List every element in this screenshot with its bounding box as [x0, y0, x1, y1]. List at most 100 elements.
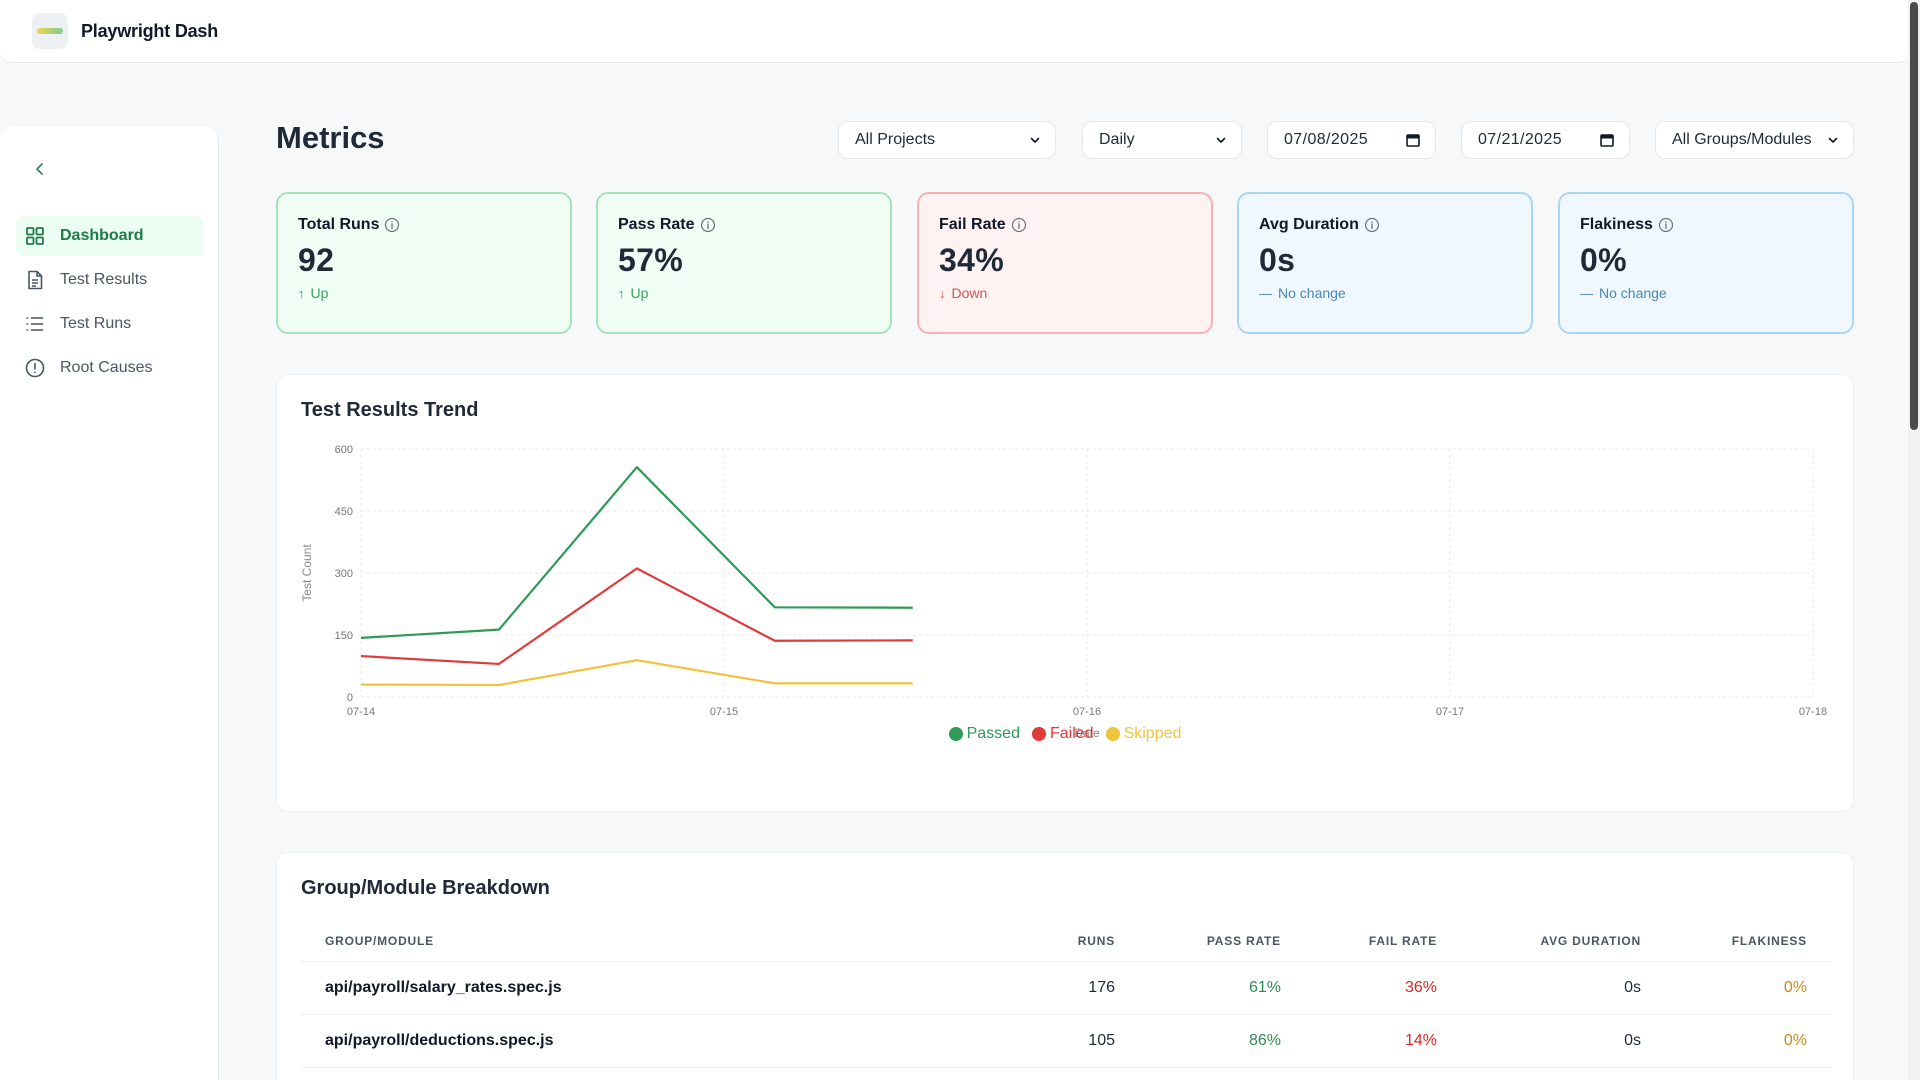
chevron-down-icon [1216, 137, 1226, 143]
collapse-sidebar-button[interactable] [31, 160, 49, 178]
sidebar-item-test-results[interactable]: Test Results [16, 260, 204, 300]
legend-dot [948, 727, 963, 741]
breakdown-panel: Group/Module Breakdown Group/Module Runs… [276, 852, 1854, 1080]
arrow-up-icon: ↑ [298, 285, 305, 301]
alert-circle-icon [24, 357, 46, 379]
info-icon[interactable] [384, 217, 400, 233]
stat-trend: No change [1599, 285, 1667, 301]
legend-dot [1031, 727, 1046, 741]
stat-trend: Down [951, 285, 988, 301]
series-line-skipped [360, 659, 913, 687]
duration-cell: 0s [1461, 1014, 1665, 1068]
y-tick-label: 450 [335, 506, 353, 518]
calendar-icon[interactable] [1599, 132, 1615, 148]
trend-panel: Test Results Trend 0 150 300 450 600 07-14 07-… [276, 374, 1854, 812]
info-icon[interactable] [1011, 217, 1027, 233]
group-select[interactable]: All Groups/Modules [1655, 121, 1854, 159]
date-to-input[interactable]: 07/21/2025 [1461, 121, 1630, 159]
sidebar-item-label: Root Causes [60, 359, 153, 376]
table-row[interactable]: api/payroll/salary_rates.spec.js 176 61%… [301, 961, 1831, 1015]
column-header[interactable]: Pass Rate [1139, 921, 1305, 962]
interval-select[interactable]: Daily [1082, 121, 1242, 159]
group-select-value: All Groups/Modules [1672, 131, 1812, 148]
interval-select-value: Daily [1099, 131, 1135, 148]
scrollbar-track[interactable] [1908, 0, 1920, 1080]
series-line-failed [360, 567, 913, 666]
top-bar: Playwright Dash [0, 0, 1908, 63]
stat-card-total-runs: Total Runs 92 ↑ Up [276, 192, 572, 334]
date-from-value: 07/08/2025 [1284, 131, 1369, 148]
flakiness-cell: 0% [1665, 961, 1831, 1015]
date-from-input[interactable]: 07/08/2025 [1267, 121, 1436, 159]
y-axis-title: Test Count [300, 544, 314, 602]
stat-value: 0s [1259, 242, 1296, 278]
y-tick-label: 150 [335, 630, 353, 642]
sidebar-item-dashboard[interactable]: Dashboard [16, 216, 204, 256]
sidebar-nav: Dashboard Test Results Test Runs Root Ca… [16, 216, 204, 392]
app-logo[interactable] [32, 13, 68, 49]
stat-label: Fail Rate [939, 216, 1006, 233]
x-axis-title: Date [1074, 726, 1100, 740]
column-header[interactable]: Fail Rate [1305, 921, 1461, 962]
breakdown-panel-title: Group/Module Breakdown [301, 877, 550, 899]
stat-card-avg-duration: Avg Duration 0s — No change [1237, 192, 1533, 334]
stat-value: 92 [298, 242, 335, 278]
trend-panel-title: Test Results Trend [301, 399, 479, 421]
chevron-down-icon [1828, 137, 1838, 143]
x-tick-label: 07-16 [1073, 706, 1101, 718]
legend-label: Passed [966, 725, 1020, 742]
column-header[interactable]: Group/Module [301, 921, 1009, 962]
group-name: api/payroll/salary_rates.spec.js [301, 961, 1009, 1015]
x-tick-label: 07-18 [1799, 706, 1827, 718]
column-header[interactable]: Flakiness [1665, 921, 1831, 962]
info-icon[interactable] [700, 217, 716, 233]
stat-label: Avg Duration [1259, 216, 1359, 233]
project-select-value: All Projects [855, 131, 936, 148]
x-tick-label: 07-17 [1436, 706, 1464, 718]
project-select[interactable]: All Projects [838, 121, 1056, 159]
column-header[interactable]: Runs [1009, 921, 1139, 962]
x-tick-label: 07-14 [347, 706, 375, 718]
duration-cell: 0s [1461, 961, 1665, 1015]
stat-trend: Up [310, 285, 329, 301]
table-row[interactable]: api/payroll/deductions.spec.js 105 86% 1… [301, 1014, 1831, 1068]
legend-item-passed[interactable]: Passed [948, 725, 1020, 743]
y-tick-label: 300 [335, 568, 353, 580]
sidebar-item-label: Test Results [60, 271, 148, 288]
column-header[interactable]: Avg Duration [1461, 921, 1665, 962]
legend-dot [1105, 727, 1120, 741]
sidebar: Dashboard Test Results Test Runs Root Ca… [0, 127, 219, 1080]
stat-card-flakiness: Flakiness 0% — No change [1558, 192, 1854, 334]
stat-trend: No change [1278, 285, 1346, 301]
y-tick-label: 600 [335, 444, 353, 456]
stat-value: 34% [939, 242, 1004, 278]
stat-label: Total Runs [298, 216, 380, 233]
stat-value: 57% [618, 242, 683, 278]
x-tick-label: 07-15 [710, 706, 738, 718]
info-icon[interactable] [1658, 217, 1674, 233]
calendar-icon[interactable] [1405, 132, 1421, 148]
fail-rate-cell: 14% [1305, 1014, 1461, 1068]
y-tick-label: 0 [347, 692, 353, 704]
page-title: Metrics [276, 120, 385, 155]
runs-cell: 105 [1009, 1014, 1139, 1068]
table-header-row: Group/Module Runs Pass Rate Fail Rate Av… [301, 921, 1831, 962]
info-icon[interactable] [1364, 217, 1380, 233]
runs-cell: 176 [1009, 961, 1139, 1015]
date-to-value: 07/21/2025 [1478, 131, 1563, 148]
sidebar-item-root-causes[interactable]: Root Causes [16, 348, 204, 388]
app-title: Playwright Dash [81, 20, 219, 41]
list-icon [24, 313, 46, 335]
legend-item-failed[interactable]: Failed [1031, 725, 1094, 743]
arrow-down-icon: ↓ [939, 285, 946, 301]
chevron-left-icon [36, 163, 43, 175]
scrollbar-thumb[interactable] [1910, 2, 1918, 430]
stat-value: 0% [1580, 242, 1627, 278]
pass-rate-cell: 86% [1139, 1014, 1305, 1068]
sidebar-item-label: Test Runs [60, 315, 132, 332]
dash-icon: — [1580, 285, 1593, 301]
sidebar-item-test-runs[interactable]: Test Runs [16, 304, 204, 344]
file-icon [24, 269, 46, 291]
legend-label: Skipped [1123, 725, 1182, 742]
legend-item-skipped[interactable]: Skipped [1105, 725, 1182, 743]
